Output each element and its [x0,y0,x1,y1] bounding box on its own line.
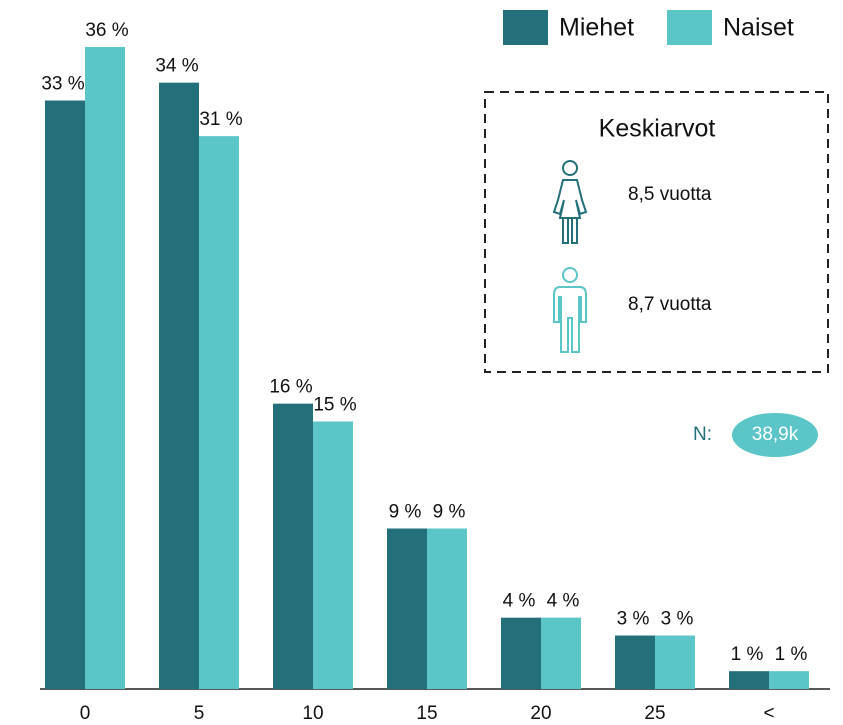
x-tick-label: < [763,703,774,724]
male-icon [553,267,587,353]
value-label: 33 % [41,74,84,95]
bar [199,136,239,689]
bar [387,528,427,689]
bar [729,671,769,689]
averages-box [484,91,829,373]
x-tick-label: 15 [416,703,437,724]
bar [313,421,353,689]
n-value: 38,9k [752,424,799,445]
bar [45,100,85,689]
legend-swatch [503,10,548,45]
x-tick-label: 20 [530,703,551,724]
value-label: 31 % [199,109,242,130]
x-tick-label: 0 [80,703,91,724]
bar [541,617,581,689]
value-label: 1 % [775,644,808,665]
bar [501,617,541,689]
bar [273,403,313,689]
bar [85,47,125,689]
female-icon [552,160,588,244]
value-label: 34 % [155,56,198,77]
value-label: 16 % [269,377,312,398]
value-label: 9 % [389,502,422,523]
bar [427,528,467,689]
n-label: N: [693,424,712,445]
value-label: 4 % [547,591,580,612]
average-value: 8,5 vuotta [628,184,712,205]
value-label: 4 % [503,591,536,612]
average-value: 8,7 vuotta [628,294,712,315]
bar [159,82,199,689]
x-tick-label: 10 [302,703,323,724]
value-label: 3 % [661,609,694,630]
legend-label: Naiset [723,14,794,42]
bar [769,671,809,689]
value-label: 3 % [617,609,650,630]
averages-title: Keskiarvot [599,115,716,143]
x-tick-label: 25 [644,703,665,724]
value-label: 36 % [85,20,128,41]
value-label: 15 % [313,395,356,416]
value-label: 9 % [433,502,466,523]
value-label: 1 % [731,644,764,665]
x-tick-label: 5 [194,703,205,724]
bar [615,635,655,689]
n-badge [732,413,818,457]
legend-label: Miehet [559,14,634,42]
legend-swatch [667,10,712,45]
bar [655,635,695,689]
